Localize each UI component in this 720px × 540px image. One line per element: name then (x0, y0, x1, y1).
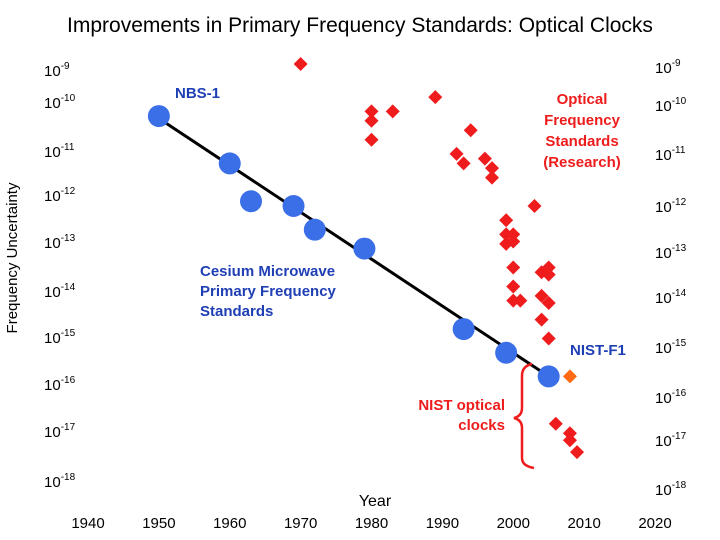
optical-data-point (364, 104, 379, 119)
y-tick-label-right: 10-13 (655, 243, 687, 262)
optical-data-point (463, 123, 478, 138)
x-tick-label: 1990 (426, 515, 459, 532)
y-tick-label-left: 10-13 (44, 233, 76, 252)
cesium-data-point (303, 218, 326, 241)
y-tick-label-left: 10-18 (44, 472, 76, 491)
nist-optical-clocks-brace (513, 362, 535, 470)
optical-data-point (385, 104, 400, 119)
x-tick-label: 1970 (284, 515, 317, 532)
y-tick-label-left: 10-10 (44, 93, 76, 112)
chart-title: Improvements in Primary Frequency Standa… (67, 14, 653, 37)
optical-data-point (506, 279, 521, 294)
optical-data-point (506, 293, 521, 308)
y-axis-label: Frequency Uncertainty (4, 182, 21, 333)
nist-f1-label: NIST-F1 (570, 342, 626, 359)
optical-data-point (293, 57, 308, 71)
nist-f1-data-point (562, 369, 577, 384)
optical-data-point (562, 433, 577, 448)
optical-data-point (541, 331, 556, 346)
x-tick-label: 2020 (638, 515, 671, 532)
x-tick-label: 1960 (213, 515, 246, 532)
annotations: NBS-1 Cesium Microwave Primary Frequency St… (175, 85, 626, 434)
x-tick-label: 2000 (497, 515, 530, 532)
optical-data-point (506, 260, 521, 275)
cesium-data-point (147, 105, 170, 128)
y-tick-label-right: 10-17 (655, 431, 687, 450)
y-tick-label-right: 10-16 (655, 388, 687, 407)
optical-data-point (364, 113, 379, 128)
cesium-data-point (537, 365, 560, 388)
y-tick-labels-right: 10-9 10-10 10-11 10-12 10-13 10-14 10-15 10-16 1… (655, 58, 687, 499)
optical-data-point (570, 445, 585, 460)
optical-data-point (541, 267, 556, 282)
optical-data-point (428, 90, 443, 105)
y-tick-label-right: 10-18 (655, 480, 687, 499)
y-tick-label-left: 10-16 (44, 375, 76, 394)
optical-data-point (484, 161, 499, 176)
optical-data-point (506, 227, 521, 242)
cesium-data-point (353, 237, 376, 260)
optical-data-point (499, 213, 514, 228)
x-axis-label: Year (359, 493, 392, 510)
optical-data-point (548, 416, 563, 431)
y-tick-label-right: 10-11 (655, 145, 686, 164)
y-tick-label-right: 10-14 (655, 288, 687, 307)
optical-data-point (527, 199, 542, 213)
cesium-label: Cesium Microwave Primary Frequency Standar… (200, 263, 337, 320)
y-tick-label-right: 10-10 (655, 96, 687, 115)
optical-data-point (562, 426, 577, 441)
cesium-data-point (240, 190, 263, 213)
optical-data-point (541, 296, 556, 311)
y-tick-label-right: 10-15 (655, 338, 687, 357)
optical-data-point (499, 227, 514, 242)
y-tick-label-left: 10-17 (44, 422, 76, 441)
x-tick-label: 1950 (142, 515, 175, 532)
optical-data-point (364, 132, 379, 147)
y-tick-label-right: 10-12 (655, 197, 687, 216)
optical-data-point (449, 146, 464, 161)
y-tick-label-left: 10-15 (44, 328, 76, 347)
optical-data-point (534, 288, 549, 303)
y-tick-label-left: 10-14 (44, 282, 76, 301)
optical-data-point (456, 156, 471, 171)
x-tick-label: 1940 (71, 515, 104, 532)
x-tick-label: 2010 (567, 515, 600, 532)
optical-data-point (513, 293, 528, 308)
nist-optical-clocks-label: NIST optical clocks (418, 397, 505, 434)
x-tick-label: 1980 (355, 515, 388, 532)
cesium-data-point (282, 195, 305, 217)
optical-data-point (477, 151, 492, 166)
data-marks (147, 57, 585, 460)
x-tick-labels: 1940 1950 1960 1970 1980 1990 2000 2010 2020 (71, 515, 671, 532)
y-tick-label-left: 10-11 (44, 142, 75, 161)
optical-data-point (506, 234, 521, 249)
cesium-data-point (452, 318, 475, 341)
y-tick-label-left: 10-12 (44, 186, 76, 205)
optical-data-point (534, 312, 549, 327)
cesium-data-point (495, 341, 518, 364)
y-tick-label-left: 10-9 (44, 61, 70, 80)
y-tick-labels-left: 10-9 10-10 10-11 10-12 10-13 10-14 10-15 10-16 1… (44, 61, 76, 491)
nbs1-label: NBS-1 (175, 85, 220, 102)
optical-data-point (484, 170, 499, 185)
y-tick-label-right: 10-9 (655, 58, 681, 77)
cesium-data-point (218, 152, 241, 175)
optical-data-point (541, 260, 556, 275)
optical-label: Optical Frequency Standards (Research) (543, 91, 621, 171)
